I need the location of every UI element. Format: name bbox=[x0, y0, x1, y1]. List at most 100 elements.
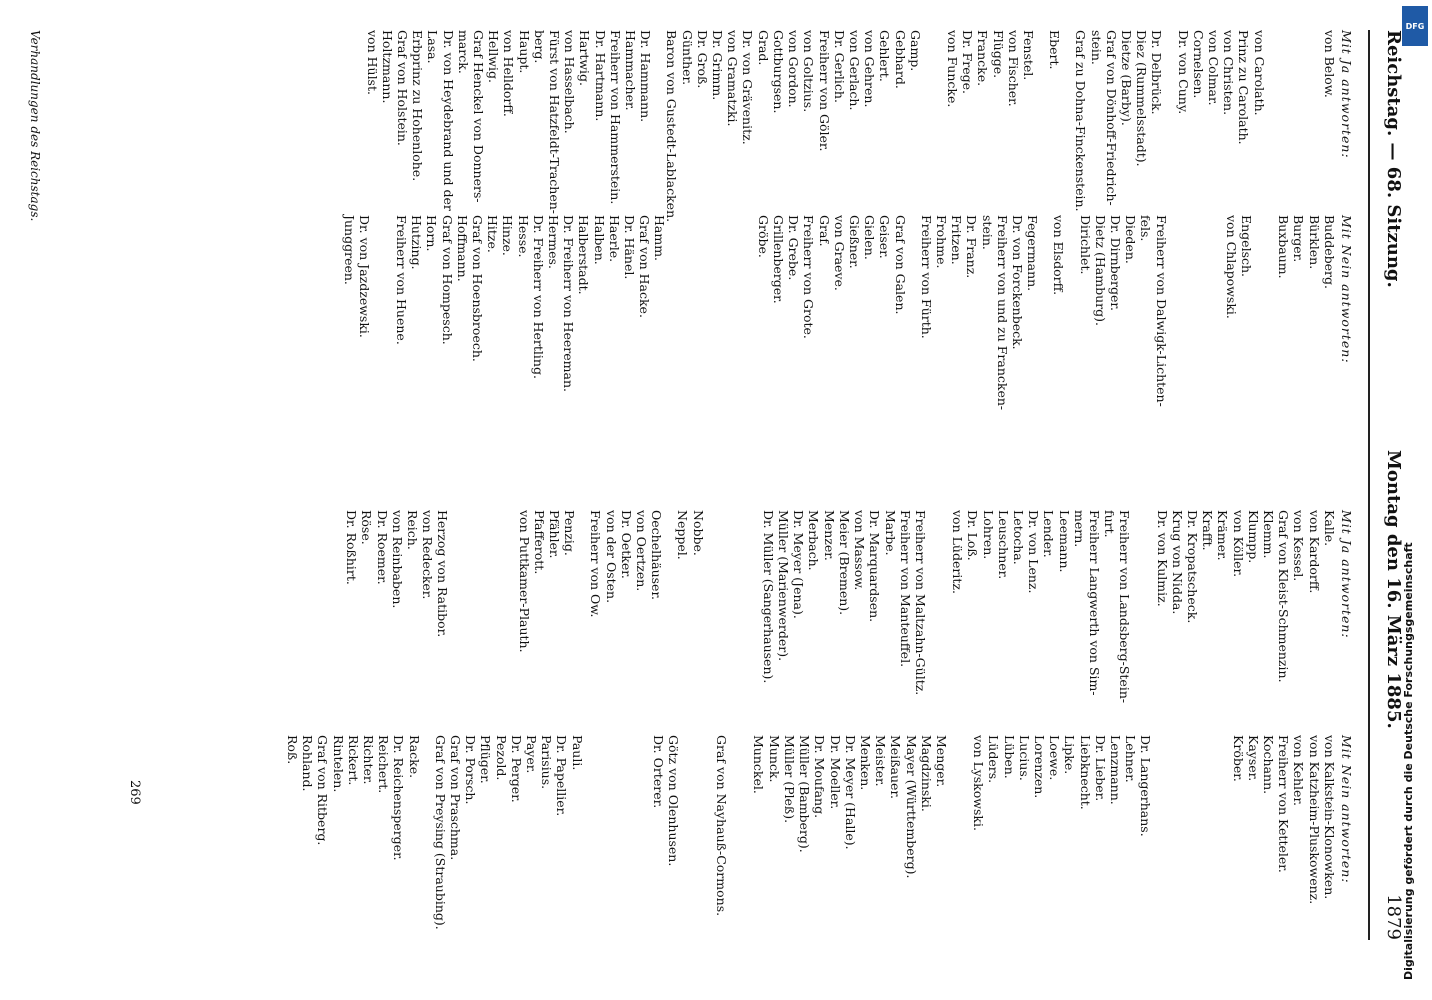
member-name: Dr. Orterer. bbox=[650, 735, 666, 809]
member-name: Dr. Hartmann. bbox=[592, 30, 608, 122]
list-gap bbox=[1132, 510, 1143, 640]
member-name: Freiherr von Landsberg-Stein- bbox=[1117, 510, 1133, 704]
column-ja-2: Mit Ja antworten: Kalle. von Kardorff. von… bbox=[344, 510, 1354, 704]
member-name: Pfähler. bbox=[547, 510, 563, 559]
member-name: von Gramatzki. bbox=[725, 30, 741, 127]
list-gap bbox=[750, 510, 761, 640]
member-name: von Kardorff. bbox=[1306, 510, 1322, 594]
member-name: Dr. Grebe. bbox=[786, 215, 802, 281]
member-name: Penzig. bbox=[562, 510, 578, 556]
list-gap bbox=[472, 510, 483, 640]
member-name: Dr. Dirnberger. bbox=[1107, 215, 1123, 311]
list-gap bbox=[960, 735, 971, 865]
list-gap bbox=[745, 215, 756, 345]
member-name: Munckel. bbox=[751, 735, 767, 794]
member-name: Hamm. bbox=[652, 215, 668, 262]
member-name: Dr. Roßhirt. bbox=[344, 510, 360, 585]
member-name: Haerle. bbox=[606, 215, 622, 263]
member-name: Mayer (Württemberg). bbox=[903, 735, 919, 879]
list-gap bbox=[739, 510, 750, 640]
column-heading: Mit Nein antworten: bbox=[1339, 215, 1354, 364]
member-name: Gröbe. bbox=[755, 215, 771, 258]
member-name: Graf von Kleist-Schmenzin. bbox=[1276, 510, 1292, 683]
member-name: Ebert. bbox=[1047, 30, 1063, 70]
member-name: Dr. Porsch. bbox=[463, 735, 479, 805]
list-gap bbox=[729, 735, 740, 865]
member-name: Krämer. bbox=[1215, 510, 1231, 561]
member-name: Pauli. bbox=[569, 735, 585, 771]
member-name: von Hasselbach. bbox=[562, 30, 578, 134]
member-name: Francke. bbox=[975, 30, 991, 87]
member-name: Dr. Müller (Sangerhausen). bbox=[760, 510, 776, 684]
member-name: von Lyskowski. bbox=[971, 735, 987, 831]
list-gap bbox=[1202, 215, 1213, 345]
list-gap bbox=[1219, 735, 1230, 865]
list-gap bbox=[1197, 735, 1208, 865]
member-name: Lohren. bbox=[980, 510, 996, 560]
list-gap bbox=[483, 510, 494, 640]
member-name: Dr. von Lenz. bbox=[1026, 510, 1042, 594]
list-gap bbox=[664, 510, 675, 640]
member-name: Krug von Nidda. bbox=[1169, 510, 1185, 615]
member-name: Krafft. bbox=[1200, 510, 1216, 551]
member-name: Dr. von Jazdzewski. bbox=[356, 215, 372, 338]
member-name: Hinze. bbox=[500, 215, 516, 256]
member-name: Baron von Gustedt-Lablacken. bbox=[664, 30, 680, 223]
member-name: Grillenberger. bbox=[770, 215, 786, 304]
member-name: Burger. bbox=[1291, 215, 1307, 263]
digitization-credit: Digitalisierung gefördert durch die Deut… bbox=[1402, 542, 1415, 980]
list-gap bbox=[1164, 735, 1175, 865]
list-gap bbox=[1036, 30, 1047, 160]
list-gap bbox=[1175, 735, 1186, 865]
list-gap bbox=[1265, 215, 1276, 345]
member-name: von Reinbaben. bbox=[389, 510, 405, 609]
member-name: Fenstel. bbox=[1020, 30, 1036, 81]
member-name: Freiherr von Göler. bbox=[816, 30, 832, 152]
member-name: Dr. Freiherr von Heereman. bbox=[561, 215, 577, 392]
list-gap bbox=[596, 735, 607, 865]
list-gap bbox=[706, 510, 717, 640]
member-name: Dr. Grimm. bbox=[710, 30, 726, 101]
member-name: Meister. bbox=[873, 735, 889, 787]
member-name: Dr. Hammann. bbox=[638, 30, 654, 123]
list-gap bbox=[734, 215, 745, 345]
member-name: Röse. bbox=[359, 510, 375, 545]
member-name: Gamp. bbox=[907, 30, 923, 72]
member-name: Dr. Moufang. bbox=[812, 735, 828, 819]
member-name: Graf von Praschma. bbox=[448, 735, 464, 861]
footnote: Verhandlungen des Reichstags. bbox=[28, 30, 42, 222]
member-name: Menken. bbox=[857, 735, 873, 791]
list-gap bbox=[1143, 510, 1154, 640]
member-name: Grad. bbox=[755, 30, 771, 66]
member-name: Leuschner. bbox=[995, 510, 1011, 580]
member-name: stein. bbox=[979, 215, 995, 250]
member-name: Oechelhäuser. bbox=[649, 510, 665, 601]
member-name: Hoffmann. bbox=[454, 215, 470, 282]
member-name: Hartwig. bbox=[577, 30, 593, 87]
member-name: von Lüderitz. bbox=[950, 510, 966, 594]
member-name: Magdzinski. bbox=[918, 735, 934, 812]
member-name: von Goltzius. bbox=[801, 30, 817, 113]
member-name: Fritzen. bbox=[949, 215, 965, 265]
member-name: Parisius. bbox=[539, 735, 555, 790]
list-gap bbox=[679, 215, 690, 345]
list-gap bbox=[681, 735, 692, 865]
list-gap bbox=[1180, 215, 1191, 345]
member-name: Dr. Roemer. bbox=[374, 510, 390, 585]
list-gap bbox=[908, 215, 919, 345]
member-name: Racke. bbox=[406, 735, 422, 779]
member-name: Engelsch. bbox=[1238, 215, 1254, 278]
member-name: von Fischer. bbox=[1005, 30, 1021, 107]
member-name: von Below. bbox=[1321, 30, 1337, 98]
member-name: von Gerlach. bbox=[846, 30, 862, 111]
member-name: Flügge. bbox=[990, 30, 1006, 79]
member-name: Kröber. bbox=[1230, 735, 1246, 782]
member-name: Loewe. bbox=[1047, 735, 1063, 781]
member-name: Nobbe. bbox=[690, 510, 706, 556]
member-name: Dr. Franz. bbox=[964, 215, 980, 279]
member-name: Hellwig. bbox=[486, 30, 502, 83]
member-name: Halberstadt. bbox=[576, 215, 592, 295]
list-gap bbox=[629, 735, 640, 865]
list-gap bbox=[1267, 30, 1278, 160]
member-name: Lüben. bbox=[1001, 735, 1017, 779]
